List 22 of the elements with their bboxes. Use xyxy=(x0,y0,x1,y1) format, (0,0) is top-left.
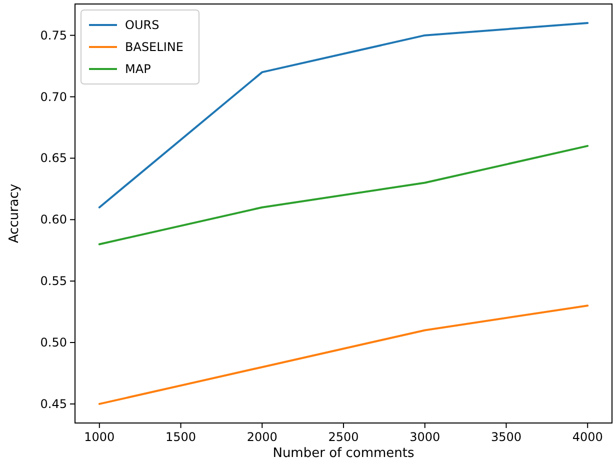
line-series xyxy=(98,304,589,405)
y-tick-label: 0.60 xyxy=(40,212,67,227)
x-tick-label: 2500 xyxy=(328,430,359,444)
legend-label: BASELINE xyxy=(125,40,184,54)
legend-label: OURS xyxy=(125,18,160,32)
y-tick-label: 0.75 xyxy=(40,28,67,42)
x-axis-title: Number of comments xyxy=(272,446,414,461)
x-tick-label: 2000 xyxy=(246,430,278,444)
y-tick-label: 0.70 xyxy=(40,90,67,104)
y-tick-label: 0.55 xyxy=(40,274,67,288)
legend-label: MAP xyxy=(125,62,151,76)
x-tick-label: 3500 xyxy=(490,430,522,444)
x-tick-label: 3000 xyxy=(410,430,440,444)
y-axis-title: Accuracy xyxy=(7,184,22,244)
y-tick-label: 0.45 xyxy=(40,396,67,411)
x-tick-label: 1000 xyxy=(84,430,115,444)
x-tick-label: 1500 xyxy=(166,430,196,444)
x-tick-label: 4000 xyxy=(572,430,603,444)
y-tick-label: 0.65 xyxy=(40,151,67,166)
line-series xyxy=(98,22,589,208)
line-series xyxy=(98,144,589,246)
y-tick-label: 0.50 xyxy=(40,336,67,350)
